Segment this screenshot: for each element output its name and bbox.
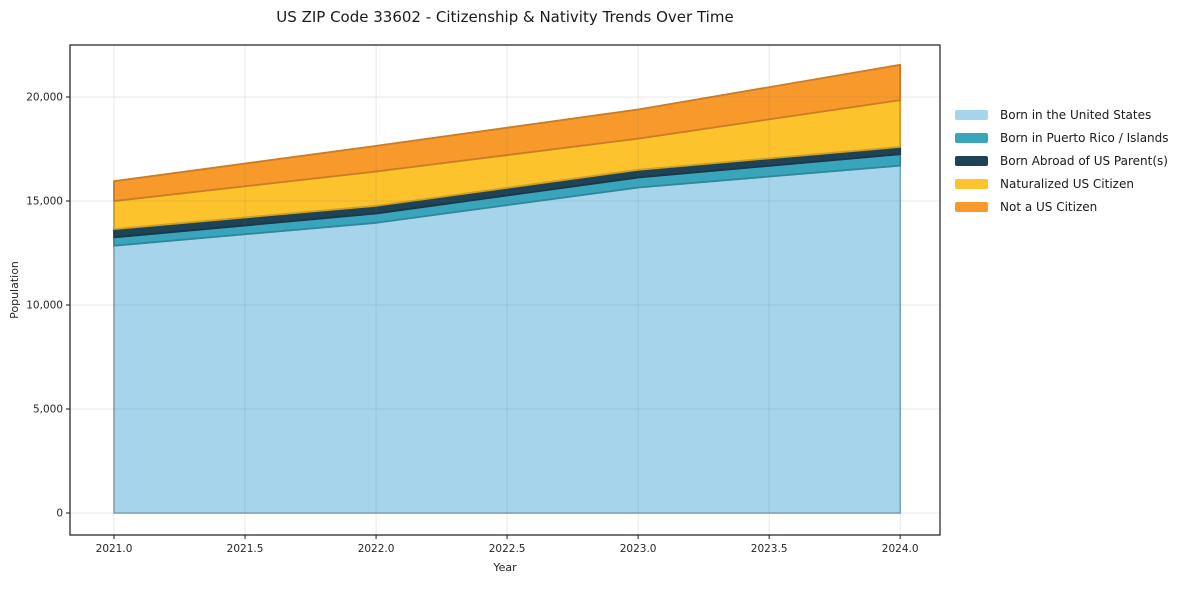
y-tick-label: 10,000 xyxy=(26,299,63,311)
chart-title: US ZIP Code 33602 - Citizenship & Nativi… xyxy=(276,8,734,26)
legend-item: Born in the United States xyxy=(955,103,1169,126)
x-axis-label: Year xyxy=(493,561,517,574)
y-tick-label: 0 xyxy=(56,507,63,519)
legend-label: Born in Puerto Rico / Islands xyxy=(1000,130,1169,145)
x-tick-label: 2023.0 xyxy=(620,543,657,555)
y-tick-label: 20,000 xyxy=(26,91,63,103)
x-tick-label: 2024.0 xyxy=(882,543,919,555)
legend-swatch xyxy=(955,178,988,189)
legend-swatch xyxy=(955,155,988,166)
legend-swatch xyxy=(955,132,988,143)
x-tick-label: 2021.5 xyxy=(227,543,264,555)
y-tick-label: 5,000 xyxy=(33,403,63,415)
x-tick-label: 2023.5 xyxy=(751,543,788,555)
legend-item: Born Abroad of US Parent(s) xyxy=(955,149,1169,172)
plot-frame xyxy=(69,44,941,536)
x-tick-label: 2022.5 xyxy=(489,543,526,555)
area-series xyxy=(113,63,902,202)
legend-item: Not a US Citizen xyxy=(955,195,1169,218)
legend-item: Born in Puerto Rico / Islands xyxy=(955,126,1169,149)
legend-label: Not a US Citizen xyxy=(1000,199,1098,214)
legend: Born in the United States Born in Puerto … xyxy=(955,103,1169,218)
legend-item: Naturalized US Citizen xyxy=(955,172,1169,195)
legend-label: Naturalized US Citizen xyxy=(1000,176,1134,191)
y-tick-label: 15,000 xyxy=(26,195,63,207)
x-tick-label: 2021.0 xyxy=(96,543,133,555)
legend-label: Born in the United States xyxy=(1000,107,1152,122)
legend-label: Born Abroad of US Parent(s) xyxy=(1000,153,1168,168)
legend-swatch xyxy=(955,201,988,212)
legend-swatch xyxy=(955,109,988,120)
x-tick-label: 2022.0 xyxy=(358,543,395,555)
